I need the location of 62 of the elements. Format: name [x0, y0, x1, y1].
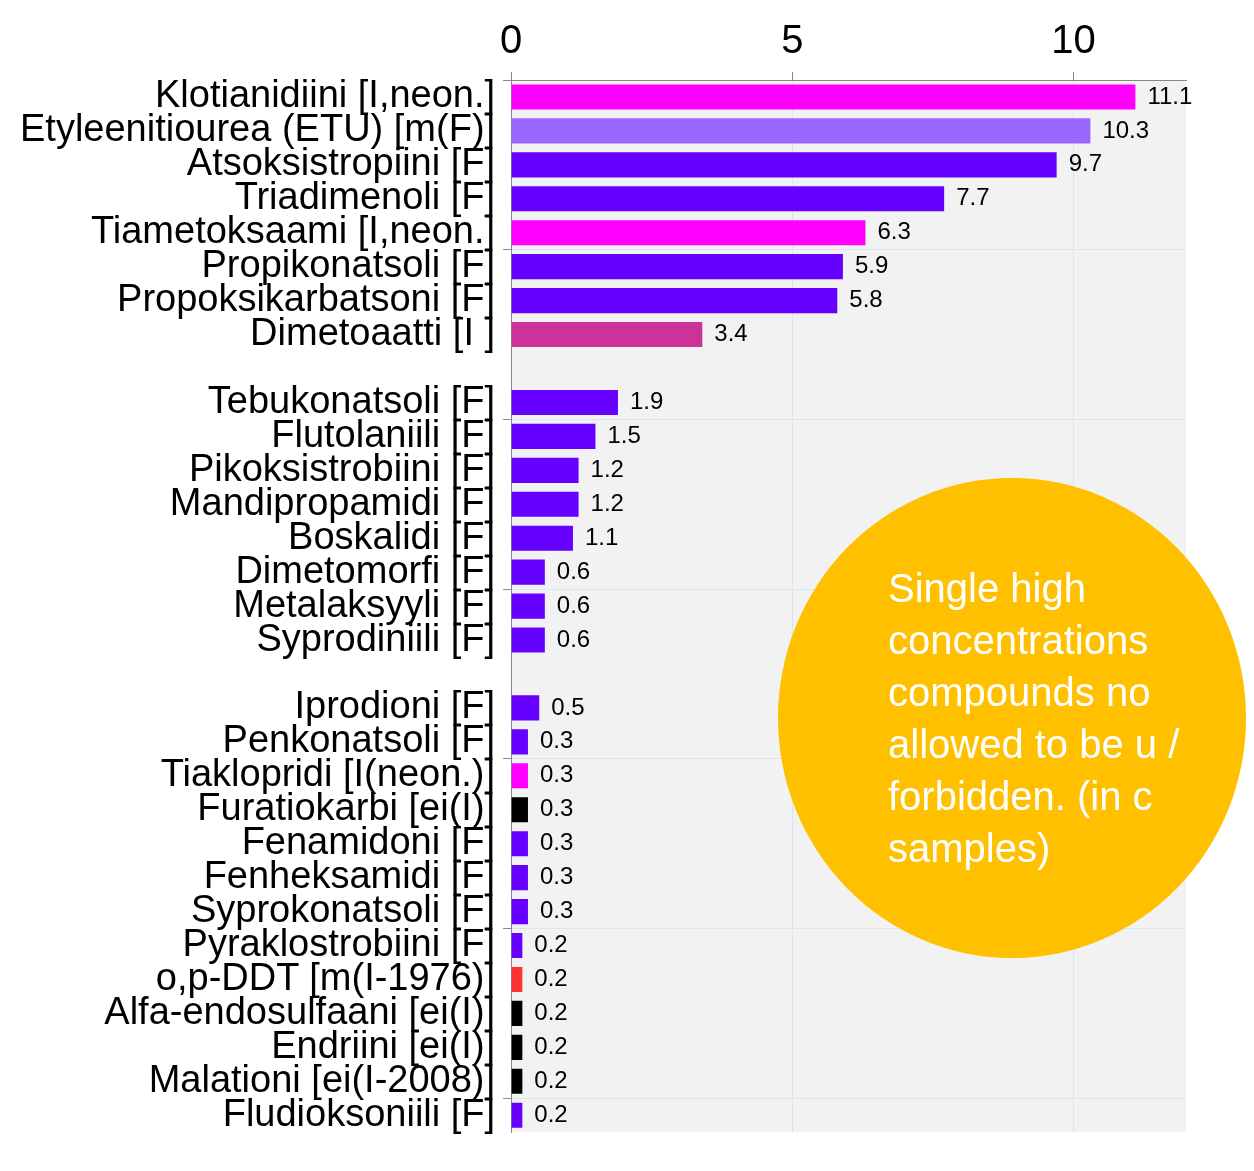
data-label: 7.7 [956, 183, 990, 211]
data-label: 0.6 [556, 624, 591, 652]
data-label: 0.2 [534, 964, 568, 992]
bar [511, 695, 540, 721]
data-label: 0.3 [539, 794, 574, 822]
bar [511, 763, 528, 789]
data-label: 0.2 [534, 998, 568, 1026]
data-label: 10.3 [1102, 115, 1150, 143]
bar [511, 1034, 523, 1060]
bar [511, 627, 545, 653]
data-label: 6.3 [877, 217, 911, 245]
data-label: 0.2 [534, 1065, 568, 1093]
x-tick-label: 5 [781, 17, 804, 62]
data-label: 0.6 [556, 590, 591, 618]
data-label: 0.2 [534, 1031, 568, 1059]
bar [511, 220, 866, 246]
x-tick-label: 0 [499, 17, 523, 62]
bar [511, 559, 545, 585]
bar [511, 797, 528, 823]
bar [511, 729, 528, 755]
annotation: Single high concentrations compounds no allowed to be u / forbidden. (in c samples) [888, 565, 1181, 872]
data-label: 5.8 [849, 285, 883, 313]
data-label: 0.3 [539, 828, 574, 856]
data-label: 0.6 [556, 556, 591, 584]
bar [511, 593, 545, 619]
data-label: 1.1 [584, 522, 619, 550]
bar [511, 525, 573, 551]
bar [511, 152, 1057, 178]
bar [511, 84, 1136, 110]
data-label: 1.2 [590, 488, 624, 516]
bar [511, 899, 528, 925]
data-label: 0.3 [539, 862, 574, 890]
data-label: 0.3 [539, 760, 574, 788]
bar [511, 288, 838, 314]
bar [511, 1000, 523, 1026]
bar [511, 389, 618, 416]
data-label: 1.2 [590, 454, 624, 482]
data-label: 1.9 [629, 387, 664, 415]
bar [511, 457, 579, 483]
bar [511, 118, 1091, 144]
data-label: 11.1 [1147, 81, 1193, 109]
bar [511, 254, 843, 280]
data-label: 1.5 [607, 421, 641, 449]
bar [511, 423, 596, 449]
bar [511, 186, 945, 212]
bar [511, 322, 703, 348]
data-label: 3.4 [714, 319, 748, 347]
x-tick-label: 10 [1051, 17, 1096, 62]
bar [511, 865, 528, 891]
bar [511, 932, 523, 959]
data-label: 0.3 [539, 726, 574, 754]
data-label: 0.3 [539, 896, 574, 924]
data-label: 0.5 [551, 692, 585, 720]
data-label: 9.7 [1068, 149, 1103, 177]
bar [511, 1068, 523, 1094]
data-label: 0.2 [534, 1099, 568, 1127]
data-label: 5.9 [854, 251, 889, 279]
data-label: 0.2 [534, 930, 568, 958]
bar [511, 491, 579, 517]
bar [511, 1102, 523, 1128]
bar [511, 966, 523, 993]
bar [511, 831, 528, 857]
